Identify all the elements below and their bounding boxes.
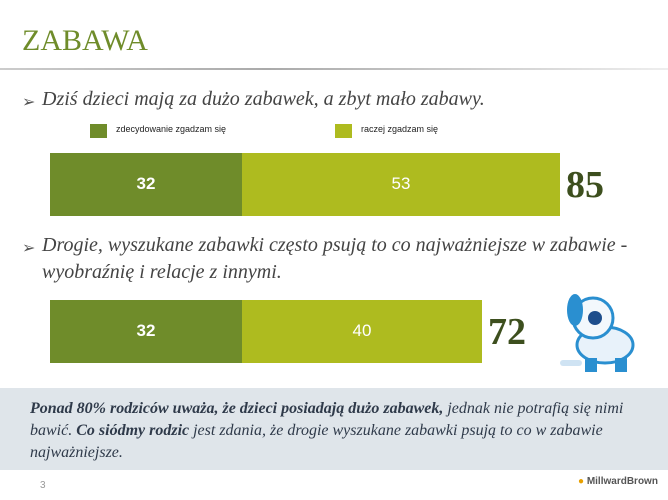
statement: Drogie, wyszukane zabawki często psują t…	[42, 234, 628, 283]
summary-segment: Ponad 80% rodziców uważa, że dzieci posi…	[30, 400, 444, 417]
bar-segment: 53	[242, 153, 560, 216]
value-label: 32	[136, 174, 156, 193]
title-rule	[0, 68, 668, 70]
summary-segment: Co siódmy rodzic	[76, 422, 190, 439]
bar-segment: 32	[50, 300, 242, 363]
summary-box: Ponad 80% rodziców uważa, że dzieci posi…	[0, 388, 668, 470]
title: ZABAWA	[22, 24, 148, 57]
legend-swatch	[90, 124, 107, 138]
bar-segment: 32	[50, 153, 242, 216]
statement: Dziś dzieci mają za dużo zabawek, a zbyt…	[42, 88, 485, 110]
logo: ● MillwardBrown	[578, 476, 658, 487]
total-label: 72	[488, 311, 526, 353]
summary: Ponad 80% rodziców uważa, że dzieci posi…	[30, 398, 640, 464]
page-number: 3	[40, 480, 46, 491]
summary-segment: jednak nie potrafią się nimi bawić.	[30, 400, 624, 439]
total-label: 85	[566, 164, 604, 206]
bullet-arrow: ➢	[22, 240, 36, 257]
legend-swatch	[335, 124, 352, 138]
value-label: 53	[391, 174, 411, 193]
summary-segment: jest zdania, że drogie wyszukane zabawki…	[30, 422, 603, 461]
bullet-arrow: ➢	[22, 94, 36, 111]
toy-dog	[560, 294, 635, 372]
logo-text: MillwardBrown	[586, 476, 658, 487]
bar-segment: 40	[242, 300, 482, 363]
value-label: 40	[352, 321, 372, 340]
value-label: 32	[136, 321, 156, 340]
legend-label: raczej zgadzam się	[361, 124, 439, 134]
legend-label: zdecydowanie zgadzam się	[116, 124, 227, 134]
